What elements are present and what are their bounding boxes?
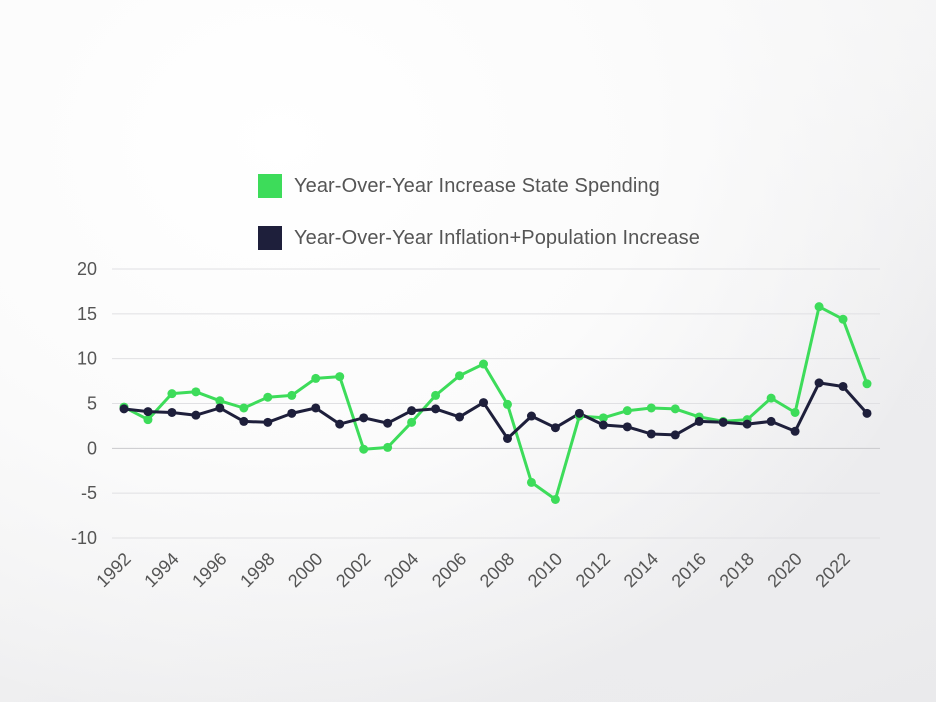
x-tick-label: 2012 [572,549,614,591]
x-tick-label: 2000 [284,549,326,591]
data-point-series-0 [383,442,393,452]
y-tick-label: 20 [77,259,97,279]
data-point-series-0 [431,390,441,400]
chart-legend: Year-Over-Year Increase State Spending Y… [258,172,700,276]
x-tick-label: 2018 [716,549,758,591]
data-point-series-1 [311,403,321,413]
data-point-series-1 [742,419,752,429]
legend-item-state-spending: Year-Over-Year Increase State Spending [258,172,700,200]
y-tick-label: -5 [81,483,97,503]
data-point-series-1 [622,422,632,432]
data-point-series-1 [814,378,824,388]
data-point-series-0 [766,393,776,403]
y-tick-label: 15 [77,304,97,324]
x-tick-label: 1994 [140,549,182,591]
data-point-series-1 [239,416,249,426]
data-point-series-0 [502,399,512,409]
data-point-series-1 [862,408,872,418]
data-point-series-1 [119,404,129,414]
x-tick-label: 2020 [763,549,805,591]
data-point-series-1 [550,423,560,433]
x-tick-label: 2004 [380,549,422,591]
data-point-series-0 [407,417,417,427]
legend-swatch-state-spending [258,174,282,198]
data-point-series-0 [646,403,656,413]
data-point-series-0 [239,403,249,413]
legend-item-inflation-population: Year-Over-Year Inflation+Population Incr… [258,224,700,252]
data-point-series-0 [143,415,153,425]
data-point-series-0 [263,392,273,402]
data-point-series-0 [167,389,177,399]
data-point-series-1 [191,410,201,420]
data-point-series-1 [790,426,800,436]
x-tick-label: 2010 [524,549,566,591]
y-tick-label: 10 [77,349,97,369]
data-point-series-0 [622,406,632,416]
data-point-series-1 [598,420,608,430]
x-tick-label: 2022 [811,549,853,591]
data-point-series-1 [694,416,704,426]
data-point-series-1 [479,398,489,408]
data-point-series-1 [407,406,417,416]
data-point-series-0 [287,390,297,400]
data-point-series-0 [335,372,345,382]
data-point-series-0 [455,371,465,381]
data-point-series-1 [646,429,656,439]
x-tick-label: 1998 [236,549,278,591]
data-point-series-0 [479,359,489,369]
y-tick-label: 5 [87,394,97,414]
data-point-series-1 [502,433,512,443]
data-point-series-0 [814,302,824,312]
data-point-series-1 [574,408,584,418]
data-point-series-0 [598,413,608,423]
legend-label-state-spending: Year-Over-Year Increase State Spending [294,174,660,197]
data-point-series-0 [862,379,872,389]
y-tick-label: -10 [71,528,97,548]
legend-swatch-inflation-population [258,226,282,250]
data-point-series-1 [335,419,345,429]
data-point-series-1 [455,412,465,422]
data-point-series-1 [718,417,728,427]
x-tick-label: 1996 [188,549,230,591]
x-tick-label: 2014 [620,549,662,591]
data-point-series-1 [143,407,153,417]
y-tick-label: 0 [87,438,97,458]
data-point-series-0 [838,314,848,324]
data-point-series-1 [838,381,848,391]
x-tick-label: 2008 [476,549,518,591]
legend-label-inflation-population: Year-Over-Year Inflation+Population Incr… [294,226,700,249]
data-point-series-1 [526,411,536,421]
data-point-series-0 [550,494,560,504]
data-point-series-1 [383,418,393,428]
x-tick-label: 1992 [92,549,134,591]
data-point-series-1 [766,416,776,426]
data-point-series-1 [431,404,441,414]
data-point-series-1 [167,407,177,417]
data-point-series-1 [287,408,297,418]
data-point-series-0 [359,444,369,454]
data-point-series-0 [191,387,201,397]
x-tick-label: 2016 [668,549,710,591]
x-tick-label: 2002 [332,549,374,591]
data-point-series-1 [263,417,273,427]
data-point-series-1 [670,430,680,440]
data-point-series-1 [359,413,369,423]
x-tick-label: 2006 [428,549,470,591]
data-point-series-0 [790,407,800,417]
data-point-series-0 [215,396,225,406]
data-point-series-0 [311,373,321,383]
data-point-series-0 [526,477,536,487]
data-point-series-0 [670,404,680,414]
data-point-series-1 [215,403,225,413]
